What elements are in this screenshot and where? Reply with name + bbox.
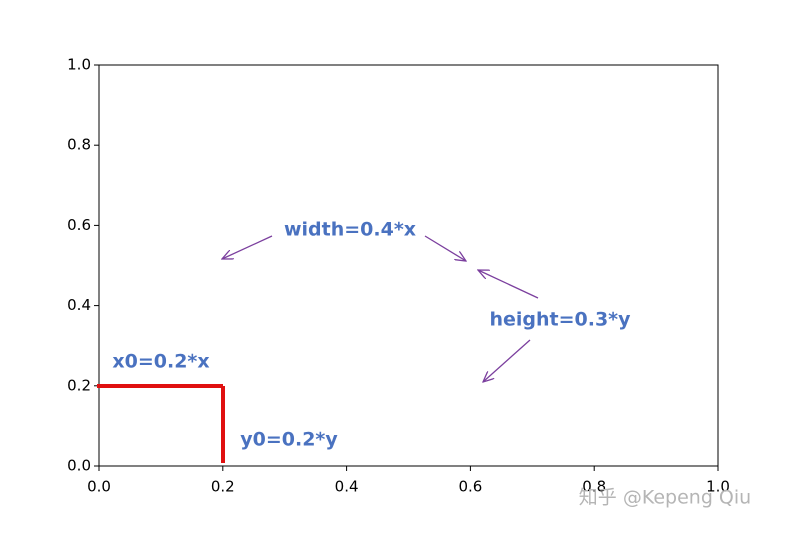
annotation: y0=0.2*y <box>240 429 338 451</box>
annotation: height=0.3*y <box>489 309 631 331</box>
arrows <box>222 235 539 382</box>
x-tick-label: 0.2 <box>211 478 235 496</box>
axes-frame <box>98 64 719 467</box>
x-tick-label: 0.8 <box>582 478 606 496</box>
arrow <box>424 235 466 261</box>
annotation: x0=0.2*x <box>112 351 209 373</box>
y-tick-label: 0.2 <box>67 376 91 394</box>
y-tick-label: 0.0 <box>67 457 91 475</box>
y-tick-label: 0.4 <box>67 296 91 314</box>
x-tick-label: 0.6 <box>458 478 482 496</box>
guide-lines <box>97 384 225 463</box>
axes: 0.0 0.2 0.4 0.6 0.8 1.0 0.0 0.2 0.4 0.6 0.8 1.0 <box>67 56 730 496</box>
y-tick-label: 0.8 <box>67 136 91 154</box>
arrow <box>478 270 539 299</box>
arrow <box>483 339 531 382</box>
x-tick-label: 0.4 <box>335 478 359 496</box>
y-tick-label: 0.6 <box>67 216 91 234</box>
x-tick-label: 1.0 <box>706 478 730 496</box>
x-tick-label: 0.0 <box>87 478 111 496</box>
annotation: width=0.4*x <box>284 219 416 241</box>
watermark: 知乎 @Kepeng Qiu <box>579 487 751 509</box>
y-tick-label: 1.0 <box>67 56 91 74</box>
arrow <box>222 235 273 259</box>
